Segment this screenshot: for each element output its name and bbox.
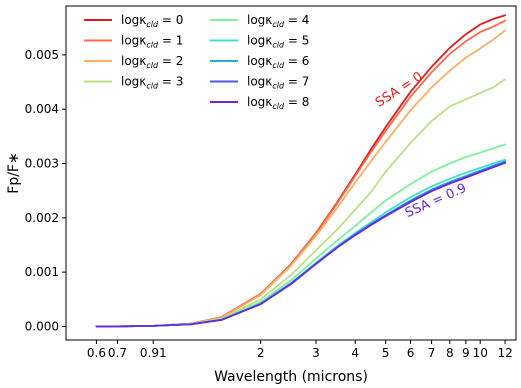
x-tick-label: 7 — [428, 346, 436, 360]
legend-entry: logκcld = 3 — [121, 75, 183, 91]
legend-entry: logκcld = 7 — [247, 75, 309, 91]
x-tick-label: 8 — [446, 346, 454, 360]
legend-entry: logκcld = 8 — [247, 95, 309, 111]
x-tick-label: 6 — [407, 346, 415, 360]
x-tick-label: 10 — [473, 346, 488, 360]
plot-frame — [65, 5, 517, 341]
legend-entry: logκcld = 4 — [247, 13, 309, 29]
x-tick-label: 12 — [497, 346, 512, 360]
legend-entry: logκcld = 6 — [247, 54, 309, 70]
series-line-8 — [95, 162, 506, 328]
x-tick-label: 4 — [351, 346, 359, 360]
y-tick-label: 0.002 — [25, 211, 59, 225]
y-axis-ticks: 0.000 0.001 0.002 0.003 0.004 0.005 — [25, 48, 66, 333]
series-line-4 — [95, 143, 506, 328]
legend-entry: logκcld = 2 — [121, 54, 183, 70]
x-tick-label: 0.7 — [108, 346, 127, 360]
y-axis-label: Fp/F∗ — [6, 152, 22, 193]
x-tick-label: 3 — [312, 346, 320, 360]
ssa-annotation: SSA = 0 — [373, 69, 426, 110]
x-tick-label: 9 — [462, 346, 470, 360]
x-tick-label: 2 — [257, 346, 265, 360]
series-layer — [95, 14, 506, 328]
x-tick-label: 5 — [382, 346, 390, 360]
x-tick-label: 0.6 — [87, 346, 106, 360]
y-tick-label: 0.001 — [25, 265, 59, 279]
legend: logκcld = 0 logκcld = 1 logκcld = 2 logκcld… — [84, 13, 309, 111]
y-tick-label: 0.000 — [25, 319, 59, 333]
y-tick-label: 0.003 — [25, 156, 59, 170]
y-tick-label: 0.004 — [25, 102, 59, 116]
x-tick-label: 0.91 — [140, 346, 167, 360]
legend-entry: logκcld = 5 — [247, 34, 309, 50]
legend-entry: logκcld = 0 — [121, 13, 183, 29]
x-axis-ticks: 0.6 0.7 0.91 2 3 4 5 6 7 8 9 10 12 — [87, 340, 513, 360]
x-axis-label: Wavelength (microns) — [214, 369, 368, 385]
y-tick-label: 0.005 — [25, 48, 59, 62]
legend-entry: logκcld = 1 — [121, 34, 183, 50]
